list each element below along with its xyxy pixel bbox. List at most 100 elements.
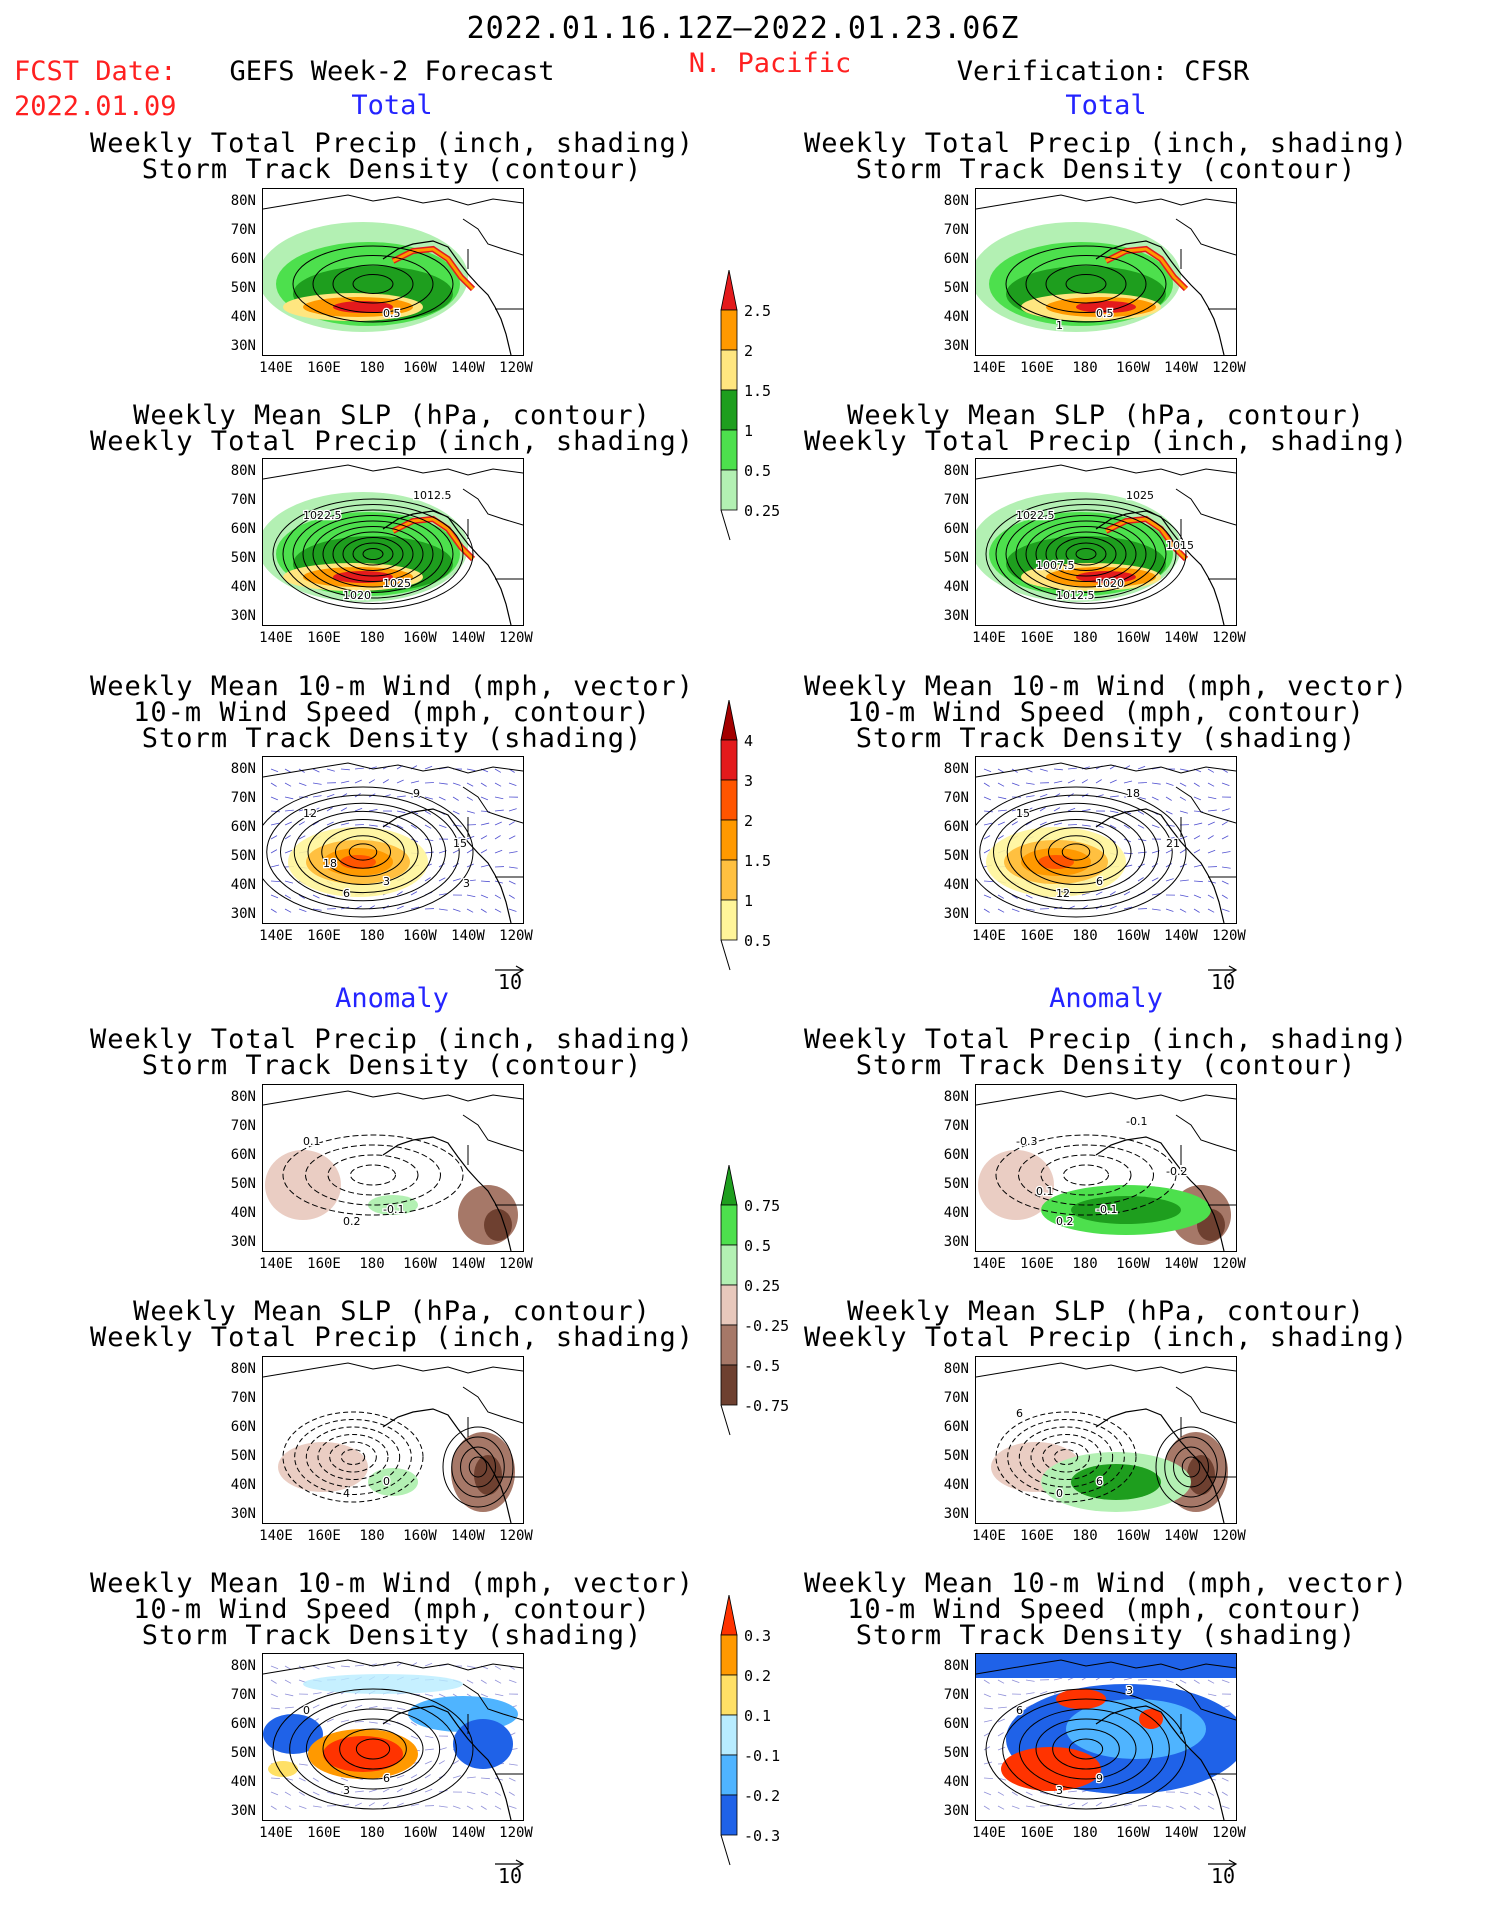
t3l-lon-label: 160E: [307, 928, 341, 944]
a1l-contour-label: 0.1: [303, 1135, 321, 1148]
t3r-contour-label: 6: [1096, 875, 1103, 888]
a2l-map-plot: 04: [263, 1362, 523, 1523]
a1r-contour-label: 0.1: [1036, 1185, 1054, 1198]
colorbar-swatch: [720, 1594, 738, 1636]
t3r-title-line-3: Storm Track Density (shading): [855, 723, 1357, 754]
a2l-title-line-2: Weekly Total Precip (inch, shading): [90, 1322, 694, 1353]
a1l-lat-label: 30N: [230, 1234, 256, 1250]
colorbar-swatch: [720, 389, 738, 431]
t1r-lon-label: 160W: [1116, 360, 1150, 376]
a2r-contour-label: 6: [1016, 1407, 1023, 1420]
precip-anomaly-colorbar: [720, 1164, 738, 1465]
t3r-lon-label: 140W: [1164, 928, 1198, 944]
left-column-title: GEFS Week-2 Forecast: [229, 56, 555, 87]
a3l-lat-label: 50N: [230, 1745, 256, 1761]
a2r-title-line-2: Weekly Total Precip (inch, shading): [804, 1322, 1408, 1353]
t1r-lat-label: 40N: [943, 309, 969, 325]
a1r-contour-label: -0.1: [1126, 1115, 1147, 1128]
a3r-contour-label: 3: [1056, 1784, 1063, 1797]
t3l-lon-label: 160W: [403, 928, 437, 944]
a3l-lat-label: 60N: [230, 1716, 256, 1732]
colorbar-swatch: [720, 309, 738, 351]
a2r-lat-label: 40N: [943, 1477, 969, 1493]
a2r-lat-label: 50N: [943, 1448, 969, 1464]
t2l-title-line-1: Weekly Mean SLP (hPa, contour): [133, 400, 651, 431]
t1l-lon-label: 140W: [451, 360, 485, 376]
a1l-lon-label: 160E: [307, 1256, 341, 1272]
a1r-lat-label: 70N: [943, 1118, 969, 1134]
t2l-lat-label: 60N: [230, 521, 256, 537]
a3l-contour-label: 3: [343, 1784, 350, 1797]
a2r-contour-label: 0: [1056, 1487, 1063, 1500]
t2r-contour-label: 1020: [1096, 577, 1124, 590]
a1l-lon-label: 180: [359, 1256, 385, 1272]
t1l-map: 0.5: [262, 188, 524, 356]
t2l-title-line-2: Weekly Total Precip (inch, shading): [90, 426, 694, 457]
storm-total-colorbar: [720, 699, 738, 1000]
a1r-lon-label: 140W: [1164, 1256, 1198, 1272]
a3l-map: 6 3 0: [262, 1653, 524, 1821]
precip-anomaly-colorbar-label: 0.25: [744, 1277, 781, 1295]
a1r-lon-label: 180: [1072, 1256, 1098, 1272]
right-anomaly-label: Anomaly: [1049, 983, 1163, 1014]
t2l-lat-label: 40N: [230, 579, 256, 595]
t1l-lat-label: 30N: [230, 338, 256, 354]
t2l-contour-label: 1025: [383, 577, 411, 590]
colorbar-swatch: [720, 429, 738, 471]
t2l-lon-label: 160W: [403, 630, 437, 646]
t1l-lat-label: 40N: [230, 309, 256, 325]
t2r-contour-label: 1022.5: [1016, 509, 1055, 522]
t3r-contour-label: 15: [1016, 807, 1030, 820]
a3l-lon-label: 180: [359, 1825, 385, 1841]
a3r-lon-label: 160W: [1116, 1825, 1150, 1841]
t1l-lon-label: 160W: [403, 360, 437, 376]
a1r-lat-label: 80N: [943, 1089, 969, 1105]
a3l-lon-label: 160E: [307, 1825, 341, 1841]
t3l-lon-label: 140E: [259, 928, 293, 944]
t3r-lat-label: 60N: [943, 819, 969, 835]
a1r-lon-label: 160W: [1116, 1256, 1150, 1272]
a3r-lat-label: 50N: [943, 1745, 969, 1761]
t2r-lat-label: 40N: [943, 579, 969, 595]
t1r-title-line-1: Weekly Total Precip (inch, shading): [804, 128, 1408, 159]
precip-total-colorbar: [720, 269, 738, 570]
t2r-lon-label: 140E: [972, 630, 1006, 646]
a1r-lat-label: 60N: [943, 1147, 969, 1163]
storm-anomaly-colorbar-label: -0.2: [744, 1787, 781, 1805]
t2l-lat-label: 70N: [230, 492, 256, 508]
t1l-title-line-1: Weekly Total Precip (inch, shading): [90, 128, 694, 159]
t1l-lon-label: 180: [359, 360, 385, 376]
date-range: 2022.01.16.12Z–2022.01.23.06Z: [466, 11, 1020, 46]
storm-anomaly-colorbar-label: 0.2: [744, 1667, 772, 1685]
a1l-title-line-1: Weekly Total Precip (inch, shading): [90, 1024, 694, 1055]
a3l-lon-label: 120W: [499, 1825, 533, 1841]
a2r-lon-label: 160W: [1116, 1528, 1150, 1544]
a1l-lon-label: 120W: [499, 1256, 533, 1272]
a3l-lon-label: 140W: [451, 1825, 485, 1841]
t1r-map-plot: 0.51: [976, 194, 1236, 355]
storm-anomaly-colorbar-label: -0.1: [744, 1747, 781, 1765]
a1l-lat-label: 80N: [230, 1089, 256, 1105]
t2r-lat-label: 80N: [943, 463, 969, 479]
a1l-map-plot: -0.1 0.2 0.1: [263, 1090, 523, 1251]
t1l-map-plot: 0.5: [263, 194, 523, 355]
precip-total-colorbar-label: 0.25: [744, 502, 781, 520]
t1r-lon-label: 160E: [1020, 360, 1054, 376]
a3r-lon-label: 180: [1072, 1825, 1098, 1841]
a3r-title-line-1: Weekly Mean 10-m Wind (mph, vector): [804, 1568, 1408, 1599]
precip-total-colorbar-label: 2.5: [744, 302, 772, 320]
colorbar-swatch: [720, 1674, 738, 1716]
t1r-lat-label: 80N: [943, 193, 969, 209]
t1l-lat-label: 50N: [230, 280, 256, 296]
t3l-lat-label: 40N: [230, 877, 256, 893]
storm-anomaly-colorbar: [720, 1594, 738, 1895]
colorbar-swatch: [720, 899, 738, 941]
t3r-contour-label: 21: [1166, 837, 1180, 850]
colorbar-swatch: [720, 699, 738, 741]
precip-total-colorbar-label: 2: [744, 342, 754, 360]
colorbar-swatch: [720, 1794, 738, 1836]
fcst-date-value: 2022.01.09: [14, 91, 177, 122]
region-title: N. Pacific: [688, 48, 852, 79]
a3l-lon-label: 160W: [403, 1825, 437, 1841]
a2r-lat-label: 30N: [943, 1506, 969, 1522]
